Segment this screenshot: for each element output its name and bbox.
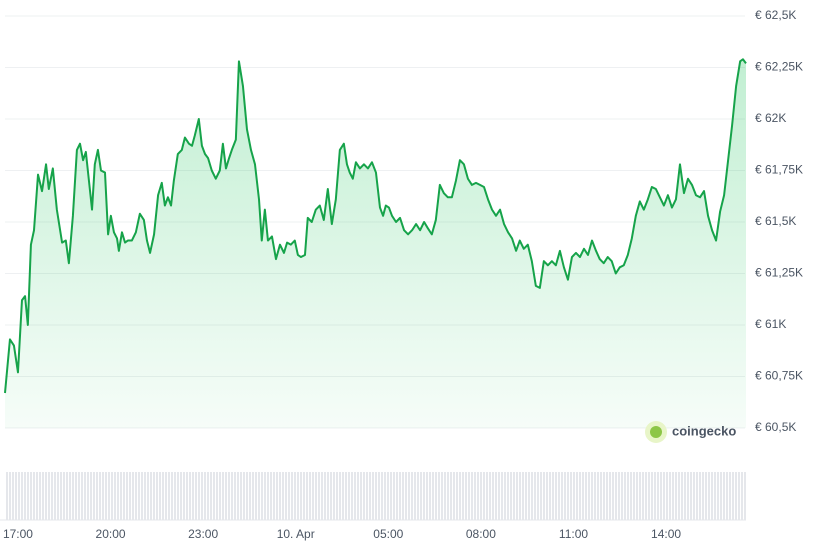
x-tick-label: 08:00 (466, 527, 496, 541)
logo-inner (650, 426, 662, 438)
plot (4, 58, 747, 428)
y-tick-label: € 61,75K (755, 163, 803, 177)
y-tick-label: € 61,5K (755, 214, 796, 228)
y-tick-label: € 62,25K (755, 60, 803, 74)
watermark-text: coingecko (672, 423, 736, 438)
y-tick-label: € 60,5K (755, 420, 796, 434)
x-tick-label: 20:00 (96, 527, 126, 541)
x-tick-label: 10. Apr (277, 527, 315, 541)
x-tick-label: 17:00 (3, 527, 33, 541)
volume-band (5, 472, 746, 520)
x-tick-label: 14:00 (651, 527, 681, 541)
area (5, 59, 746, 428)
price-line (4, 58, 747, 394)
y-tick-label: € 62,5K (755, 8, 796, 22)
x-tick-label: 11:00 (559, 527, 588, 541)
x-tick-label: 05:00 (373, 527, 403, 541)
watermark: coingecko (645, 421, 736, 443)
x-tick-label: 23:00 (188, 527, 218, 541)
y-tick-label: € 61K (755, 317, 786, 331)
y-tick-label: € 62K (755, 111, 786, 125)
y-tick-label: € 60,75K (755, 369, 803, 383)
y-tick-label: € 61,25K (755, 266, 803, 280)
